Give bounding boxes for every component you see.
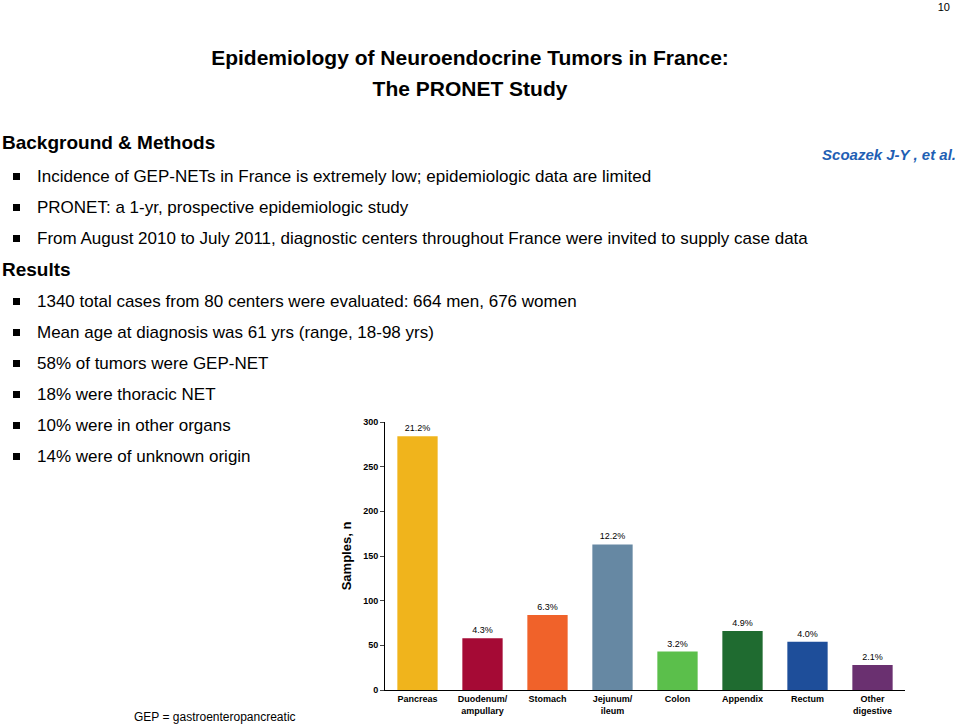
html-text:58% of tumors were GEP-NET: 58% of tumors were GEP-NET [37, 354, 269, 373]
html-text:PRONET: a 1-yr, prospective ep: PRONET: a 1-yr, prospective epidemiologi… [37, 198, 409, 217]
html-text:18% were thoracic NET: 18% were thoracic NET [37, 385, 216, 404]
svg-text:0: 0 [373, 685, 378, 695]
html-text:From August 2010 to July 2011,: From August 2010 to July 2011, diagnosti… [37, 229, 808, 248]
svg-text:2.1%: 2.1% [862, 652, 883, 662]
svg-text:200: 200 [363, 506, 378, 516]
svg-text:3.2%: 3.2% [667, 639, 688, 649]
html-text:10: 10 [937, 1, 950, 13]
svg-text:Duodenum/ampullary: Duodenum/ampullary [458, 694, 508, 716]
svg-text:300: 300 [363, 417, 378, 427]
svg-text:12.2%: 12.2% [600, 531, 626, 541]
svg-text:Colon: Colon [665, 694, 691, 704]
svg-text:50: 50 [368, 640, 378, 650]
html-text:Background & Methods: Background & Methods [2, 132, 216, 153]
svg-text:4.3%: 4.3% [472, 625, 493, 635]
svg-text:4.9%: 4.9% [732, 618, 753, 628]
html-text:Epidemiology of Neuroendocrine: Epidemiology of Neuroendocrine Tumors in… [211, 46, 729, 69]
svg-text:100: 100 [363, 596, 378, 606]
html-text:GEP = gastroenteropancreatic: GEP = gastroenteropancreatic [134, 710, 296, 724]
svg-text:Appendix: Appendix [722, 694, 763, 704]
html-text:The PRONET Study: The PRONET Study [372, 77, 568, 100]
svg-text:6.3%: 6.3% [537, 602, 558, 612]
svg-text:250: 250 [363, 462, 378, 472]
html-text:1340 total cases from 80 cente: 1340 total cases from 80 centers were ev… [37, 292, 577, 311]
html-text:Results: Results [2, 259, 71, 280]
html-text:14% were of unknown origin: 14% were of unknown origin [37, 447, 251, 466]
svg-text:Stomach: Stomach [528, 694, 566, 704]
html-text:10% were in other organs: 10% were in other organs [37, 416, 231, 435]
html-text:Mean age at diagnosis was 61 y: Mean age at diagnosis was 61 yrs (range,… [37, 323, 434, 342]
svg-text:Rectum: Rectum [791, 694, 824, 704]
svg-text:Pancreas: Pancreas [397, 694, 437, 704]
svg-text:Otherdigestive: Otherdigestive [853, 694, 892, 716]
html-text:Incidence of GEP-NETs in Franc: Incidence of GEP-NETs in France is extre… [37, 167, 652, 186]
svg-text:4.0%: 4.0% [797, 629, 818, 639]
html-text:Scoazek J-Y , et al.: Scoazek J-Y , et al. [822, 146, 956, 163]
svg-text:Jejunum/ileum: Jejunum/ileum [593, 694, 633, 716]
svg-text:Samples, n: Samples, n [339, 522, 354, 591]
svg-text:21.2%: 21.2% [405, 423, 431, 433]
svg-text:150: 150 [363, 551, 378, 561]
